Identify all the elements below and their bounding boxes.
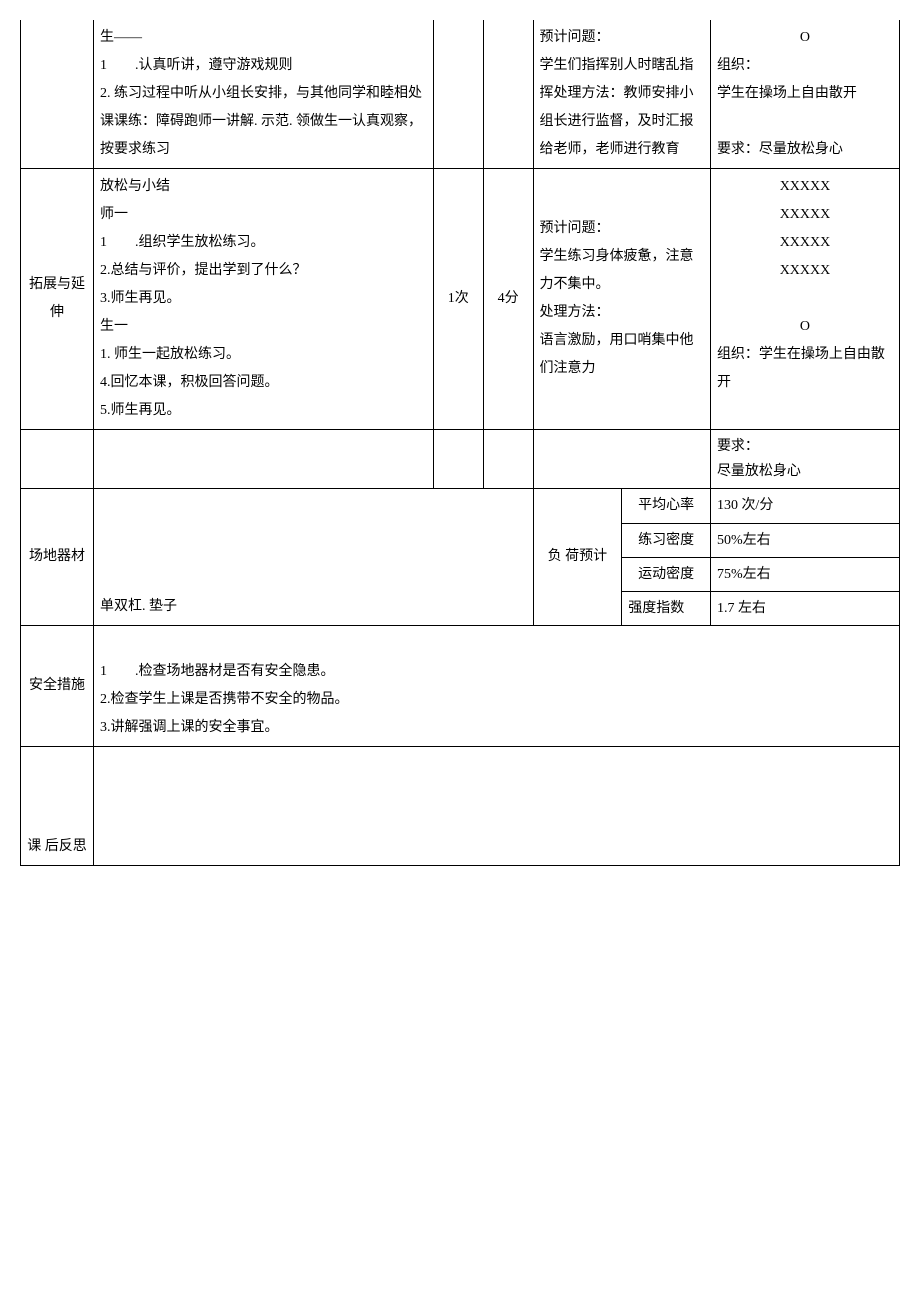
row1-label-cell: [21, 20, 94, 169]
text-line: 预计问题：: [540, 215, 704, 243]
load-val-2: 75%左右: [710, 557, 899, 591]
load-key-2: 运动密度: [622, 557, 711, 591]
load-key-1: 练习密度: [622, 523, 711, 557]
row2-label-cell: 拓展与延伸: [21, 169, 94, 430]
row2-org-cell: XXXXX XXXXX XXXXX XXXXX O 组织：学生在操场上自由散开: [710, 169, 899, 430]
equipment-value-cell: 单双杠. 垫子: [94, 489, 533, 626]
text-line: 1 .认真听讲，遵守游戏规则: [100, 52, 427, 80]
text-line: 语言激励，用口哨集中他们注意力: [540, 327, 704, 383]
text-line: 1 .检查场地器材是否有安全隐患。: [100, 658, 893, 686]
text-line: 4.回忆本课，积极回答问题。: [100, 369, 427, 397]
load-val-1: 50%左右: [710, 523, 899, 557]
row3-c3: [433, 430, 483, 489]
text-line: 要求：: [717, 434, 893, 459]
safety-label-cell: 安全措施: [21, 626, 94, 747]
text-line: 师一: [100, 201, 427, 229]
reflection-label-cell: 课 后反思: [21, 747, 94, 866]
row2-pred-cell: 预计问题： 学生练习身体疲惫，注意力不集中。 处理方法： 语言激励，用口哨集中他…: [533, 169, 710, 430]
text-line: 尽量放松身心: [717, 459, 893, 484]
text-line: 5.师生再见。: [100, 397, 427, 425]
row3-c1: [21, 430, 94, 489]
row1-main-cell: 生—— 1 .认真听讲，遵守游戏规则 2. 练习过程中听从小组长安排，与其他同学…: [94, 20, 434, 169]
text-line: 要求：尽量放松身心: [717, 136, 893, 164]
row3-org-cell: 要求： 尽量放松身心: [710, 430, 899, 489]
text-line: 生一: [100, 313, 427, 341]
text-line: 放松与小结: [100, 173, 427, 201]
text-line: [100, 630, 893, 658]
load-label-cell: 负 荷预计: [533, 489, 622, 626]
row2-n2-cell: 4分: [483, 169, 533, 430]
text-line: 组织：学生在操场上自由散开: [717, 341, 893, 397]
row3-c2: [94, 430, 434, 489]
text-line: XXXXX: [717, 173, 893, 201]
text-line: O: [717, 313, 893, 341]
text-line: O: [717, 24, 893, 52]
text-line: 生——: [100, 24, 427, 52]
row1-pred-cell: 预计问题： 学生们指挥别人时瞎乱指挥处理方法：教师安排小组长进行监督，及时汇报给…: [533, 20, 710, 169]
equipment-label-cell: 场地器材: [21, 489, 94, 626]
text-line: 预计问题：: [540, 24, 704, 52]
text-line: 1. 师生一起放松练习。: [100, 341, 427, 369]
safety-content-cell: 1 .检查场地器材是否有安全隐患。 2.检查学生上课是否携带不安全的物品。 3.…: [94, 626, 900, 747]
text-line: 3.师生再见。: [100, 285, 427, 313]
text-line: 学生们指挥别人时瞎乱指挥处理方法：教师安排小组长进行监督，及时汇报给老师，老师进…: [540, 52, 704, 164]
text-line: XXXXX: [717, 257, 893, 285]
row1-n2-cell: [483, 20, 533, 169]
text-line: 单双杠. 垫子: [100, 593, 526, 621]
text-line: 2. 练习过程中听从小组长安排，与其他同学和睦相处: [100, 80, 427, 108]
reflection-content-cell: [94, 747, 900, 866]
load-val-3: 1.7 左右: [710, 591, 899, 625]
load-val-0: 130 次/分: [710, 489, 899, 523]
row2-main-cell: 放松与小结 师一 1 .组织学生放松练习。 2.总结与评价，提出学到了什么？ 3…: [94, 169, 434, 430]
load-key-0: 平均心率: [622, 489, 711, 523]
text-line: 1 .组织学生放松练习。: [100, 229, 427, 257]
text-line: 处理方法：: [540, 299, 704, 327]
text-line: 2.检查学生上课是否携带不安全的物品。: [100, 686, 893, 714]
text-line: [717, 108, 893, 136]
text-line: XXXXX: [717, 229, 893, 257]
text-line: 2.总结与评价，提出学到了什么？: [100, 257, 427, 285]
text-line: 学生练习身体疲惫，注意力不集中。: [540, 243, 704, 299]
text-line: 3.讲解强调上课的安全事宜。: [100, 714, 893, 742]
load-key-3: 强度指数: [622, 591, 711, 625]
text-line: 学生在操场上自由散开: [717, 80, 893, 108]
row1-n1-cell: [433, 20, 483, 169]
text-line: 组织：: [717, 52, 893, 80]
text-line: 课课练：障碍跑师一讲解. 示范. 领做生一认真观察，按要求练习: [100, 108, 427, 164]
row3-c4: [483, 430, 533, 489]
row1-org-cell: O 组织： 学生在操场上自由散开 要求：尽量放松身心: [710, 20, 899, 169]
row3-c5: [533, 430, 710, 489]
text-line: [717, 285, 893, 313]
text-line: XXXXX: [717, 201, 893, 229]
row2-n1-cell: 1次: [433, 169, 483, 430]
